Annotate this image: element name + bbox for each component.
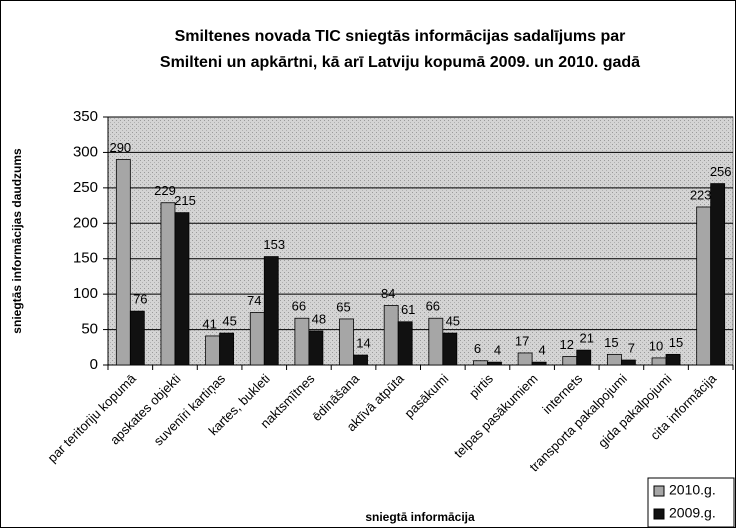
data-label: 17 [515, 333, 529, 348]
bar [576, 349, 592, 366]
data-label: 21 [580, 331, 594, 346]
data-label: 256 [710, 164, 732, 179]
bar [651, 357, 667, 366]
data-label: 215 [174, 193, 196, 208]
data-label: 6 [474, 341, 481, 356]
data-label: 84 [381, 286, 395, 301]
bar [353, 354, 368, 366]
data-label: 65 [336, 299, 350, 314]
legend-label: 2009.g. [669, 505, 716, 521]
y-tick-label: 250 [73, 179, 98, 196]
plot-area [107, 116, 734, 366]
data-label: 66 [426, 299, 440, 314]
legend-swatch [653, 508, 665, 520]
chart-title: Smiltenes novada TIC sniegtās informācij… [175, 28, 626, 45]
bar [562, 356, 578, 366]
bar [442, 332, 458, 366]
data-label: 10 [649, 338, 663, 353]
data-label: 76 [133, 292, 147, 307]
bar [487, 361, 502, 366]
bar [606, 353, 622, 366]
data-label: 15 [604, 335, 618, 350]
y-axis-title: sniegtās informācijas daudzums [10, 148, 24, 334]
bar [383, 305, 399, 366]
bar [473, 360, 488, 366]
data-label: 12 [560, 337, 574, 352]
data-label: 290 [109, 140, 131, 155]
bar [294, 317, 310, 366]
y-tick-label: 300 [73, 143, 98, 160]
bar [129, 310, 145, 366]
bar [263, 256, 279, 366]
bar [308, 330, 324, 366]
bar [696, 206, 712, 366]
data-label: 229 [154, 183, 176, 198]
data-label: 4 [494, 343, 501, 358]
data-label: 45 [446, 314, 460, 329]
y-tick-label: 200 [73, 214, 98, 231]
y-tick-label: 0 [90, 356, 98, 373]
data-label: 45 [222, 314, 236, 329]
data-label: 4 [538, 343, 545, 358]
bar [339, 318, 354, 366]
bar [428, 317, 444, 366]
data-label: 223 [690, 187, 712, 202]
bar [160, 202, 176, 366]
legend-swatch [653, 485, 665, 497]
y-tick-label: 50 [81, 321, 98, 338]
bar [665, 353, 681, 366]
bar [620, 359, 636, 366]
bar [397, 321, 413, 366]
chart-title: Smilteni un apkārtni, kā arī Latviju kop… [160, 54, 640, 71]
bar [174, 212, 190, 366]
y-tick-label: 100 [73, 285, 98, 302]
data-label: 74 [247, 293, 261, 308]
data-label: 7 [628, 340, 635, 355]
bar [531, 361, 547, 366]
data-label: 153 [263, 237, 285, 252]
bar [249, 312, 265, 366]
data-label: 61 [401, 302, 415, 317]
data-label: 48 [312, 311, 326, 326]
y-tick-label: 350 [73, 108, 98, 125]
data-label: 15 [669, 335, 683, 350]
legend-label: 2010.g. [669, 482, 716, 498]
bar [219, 332, 235, 366]
data-label: 66 [292, 299, 306, 314]
data-label: 14 [356, 336, 370, 351]
bar [115, 159, 131, 366]
x-axis-title: sniegtā informācija [365, 510, 475, 524]
bar [517, 352, 533, 366]
bar [205, 335, 221, 366]
data-label: 41 [202, 316, 216, 331]
bar [710, 183, 726, 366]
y-tick-label: 150 [73, 250, 98, 267]
